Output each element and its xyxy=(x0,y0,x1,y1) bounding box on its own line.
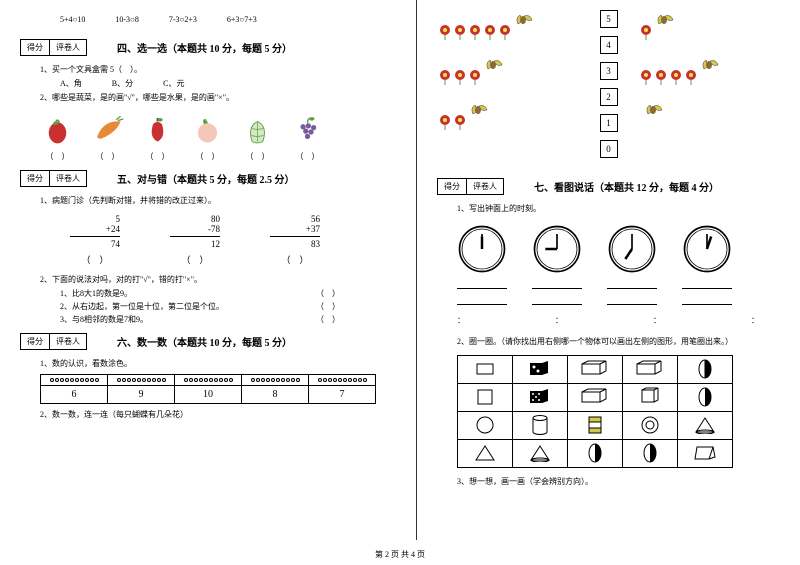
expr: 10-3○8 xyxy=(115,15,139,24)
clock-1 xyxy=(457,224,507,305)
sec5-title: 五、对与错（本题共 5 分，每题 2.5 分） xyxy=(117,171,295,186)
math-2: 80-7812（ ） xyxy=(170,214,220,266)
num-column: 5 4 3 2 1 0 xyxy=(600,10,618,158)
expr: 6+3○7+3 xyxy=(227,15,257,24)
sub3: 3、与8相邻的数是7和9。 xyxy=(60,314,148,325)
score-box: 得分评卷人 xyxy=(20,333,87,350)
opt-b: B、分 xyxy=(112,78,133,89)
flowers-right xyxy=(638,10,781,158)
sec5-q1: 1、病题门诊（先判断对错，并将错的改正过来）。 xyxy=(40,195,396,206)
shape-table xyxy=(457,355,733,468)
sec7-title: 七、看图说话（本题共 12 分，每题 4 分） xyxy=(534,179,719,194)
sub1: 1、比8大1的数是9。 xyxy=(60,288,132,299)
math-1: 5+2474（ ） xyxy=(70,214,120,266)
dot-table: 691087 xyxy=(40,374,376,404)
blank[interactable]: （ ） xyxy=(290,151,325,162)
opt-a: A、角 xyxy=(60,78,82,89)
sec4-q2: 2、哪些是蔬菜，是的画"√"，哪些是水果，是的画"×"。 xyxy=(40,92,396,103)
page-footer: 第 2 页 共 4 页 xyxy=(0,549,800,560)
opt-c: C、元 xyxy=(163,78,184,89)
blank[interactable]: （ ） xyxy=(240,151,275,162)
expr: 5+4○10 xyxy=(60,15,85,24)
blank[interactable]: （ ） xyxy=(40,151,75,162)
flower-icon xyxy=(638,10,678,40)
flower-icon xyxy=(437,100,492,130)
sec6-q1: 1、数的认识，看数涂色。 xyxy=(40,358,396,369)
sec5-q2: 2、下面的说法对吗，对的打"√"，错的打"×"。 xyxy=(40,274,396,285)
blank[interactable]: （ ） xyxy=(190,151,225,162)
math-3: 56+3783（ ） xyxy=(270,214,320,266)
sec7-q2: 2、圈一圈。（请你找出用右侧哪一个物体可以画出左侧的图形，用笔圈出来。） xyxy=(457,336,780,347)
score-box: 得分评卷人 xyxy=(20,170,87,187)
clock-3 xyxy=(607,224,657,305)
sec4-q1: 1、买一个文具盒需 5（ ）。 xyxy=(40,64,396,75)
veg-row xyxy=(40,111,396,146)
sec7-q1: 1、写出钟面上的时刻。 xyxy=(457,203,780,214)
blank[interactable]: （ ） xyxy=(90,151,125,162)
clock-2 xyxy=(532,224,582,305)
flower-icon xyxy=(638,55,723,85)
flower-icon xyxy=(437,10,537,40)
flower-icon xyxy=(437,55,507,85)
clock-4 xyxy=(682,224,732,305)
sub2: 2、从右边起，第一位是十位，第二位是个位。 xyxy=(60,301,224,312)
flowers-left xyxy=(437,10,580,158)
expr: 7-3○2+3 xyxy=(169,15,197,24)
score-box: 得分评卷人 xyxy=(437,178,504,195)
blank[interactable]: （ ） xyxy=(140,151,175,162)
sec6-q2: 2、数一数，连一连（每只蝴蝶有几朵花） xyxy=(40,409,396,420)
score-box: 得分评卷人 xyxy=(20,39,87,56)
sec7-q3: 3、想一想，画一画（学会辨别方向）。 xyxy=(457,476,780,487)
sec4-title: 四、选一选（本题共 10 分，每题 5 分） xyxy=(117,40,292,55)
sec6-title: 六、数一数（本题共 10 分，每题 5 分） xyxy=(117,334,292,349)
